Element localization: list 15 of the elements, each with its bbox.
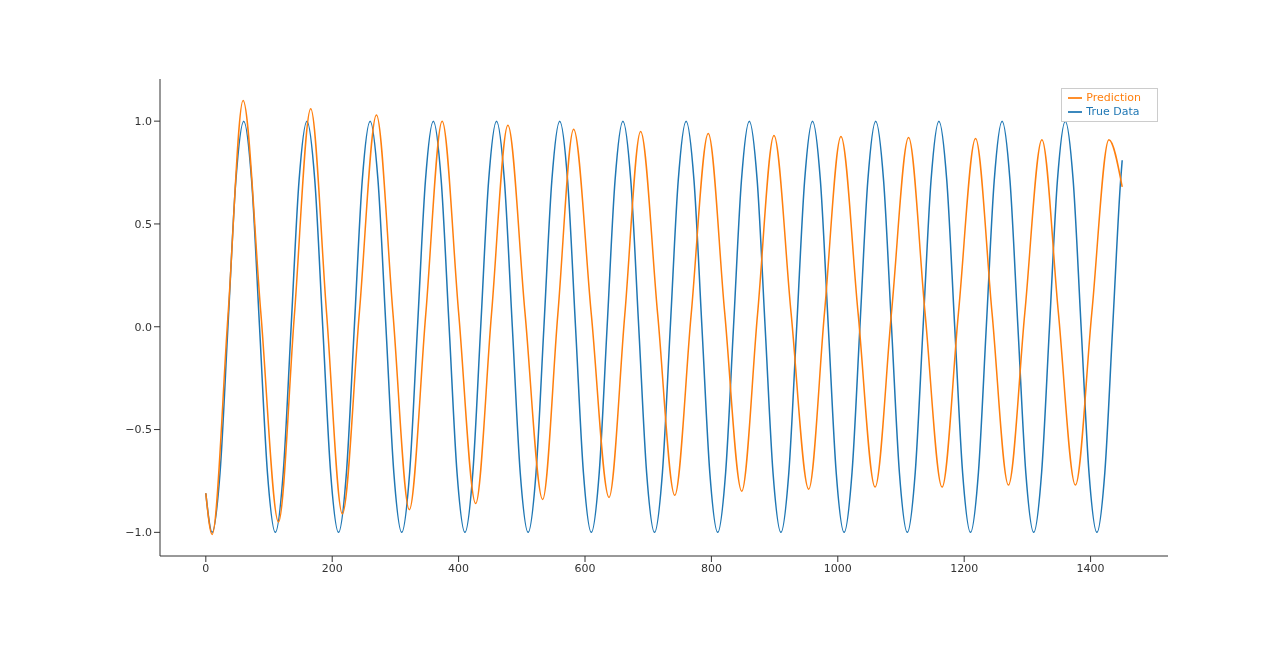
x-tick-label: 800: [700, 561, 722, 575]
legend-label: True Data: [1086, 105, 1140, 118]
x-tick-label: 1200: [950, 561, 979, 575]
x-tick-label: 1000: [823, 561, 852, 575]
y-tick-label: 0.5: [134, 217, 152, 231]
y-tick-label: −1.0: [125, 526, 152, 540]
x-tick-label: 1400: [1076, 561, 1105, 575]
legend-label: Prediction: [1086, 91, 1141, 104]
y-tick-label: −0.5: [125, 423, 152, 437]
x-tick-label: 0: [202, 561, 210, 575]
x-tick-label: 200: [321, 561, 343, 575]
y-tick-label: 0.0: [134, 320, 152, 334]
y-tick-label: 1.0: [134, 115, 152, 129]
x-tick-label: 600: [574, 561, 596, 575]
x-tick-label: 400: [448, 561, 470, 575]
